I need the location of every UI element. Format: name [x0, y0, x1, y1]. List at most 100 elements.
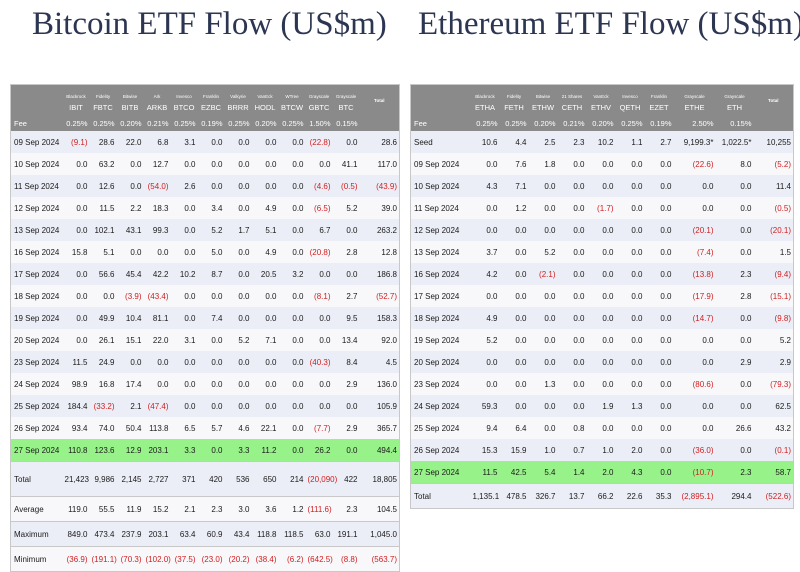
flow-cell: 0.0 — [499, 373, 529, 395]
table-row: 23 Sep 2024 11.5 24.9 0.0 0.0 0.0 0.0 0.0 0.0 0.0… — [10, 351, 400, 373]
flow-cell: 11.5 — [89, 197, 117, 219]
flow-cell: 0.7 — [557, 439, 587, 461]
ticker-header-row: IBIT FBTC BITB ARKB BTCO EZBC BRRR HODL BTCW GBTC… — [10, 99, 400, 115]
flow-cell: 0.0 — [715, 395, 754, 417]
flow-cell: 0.0 — [62, 197, 90, 219]
row-date: 25 Sep 2024 — [410, 417, 471, 439]
flow-cell: 0.0 — [557, 395, 587, 417]
ticker-name: BTCO — [170, 99, 198, 115]
flow-cell: 0.0 — [615, 175, 645, 197]
table-row: 09 Sep 2024 0.0 7.6 1.8 0.0 0.0 0.0 0.0 (22.6) 8.… — [410, 153, 794, 175]
flow-cell: 5.7 — [197, 417, 225, 439]
flow-cell: 7.4 — [197, 307, 225, 329]
flow-cell: 0.0 — [644, 461, 674, 484]
issuer-name: Grayscale — [715, 84, 754, 99]
row-date: 13 Sep 2024 — [10, 219, 63, 241]
summary-row: Total 1,135.1 478.5 326.7 13.7 66.2 22.6 35.3 (2… — [410, 483, 794, 509]
flow-cell: 9.4 — [470, 417, 500, 439]
flow-cell: 0.0 — [528, 417, 558, 439]
flow-cell: 45.4 — [116, 263, 144, 285]
flow-cell: 0.0 — [278, 241, 306, 263]
row-date: 10 Sep 2024 — [10, 153, 63, 175]
flow-cell: 0.0 — [197, 285, 225, 307]
flow-cell: 20.5 — [251, 263, 279, 285]
table-row: 27 Sep 2024 11.5 42.5 5.4 1.4 2.0 4.3 0.0 (10.7)… — [410, 461, 794, 484]
flow-cell: 0.0 — [557, 175, 587, 197]
flow-cell: 0.0 — [332, 395, 360, 417]
flow-cell: 4.4 — [499, 131, 529, 153]
ticker-name: FBTC — [89, 99, 117, 115]
flow-cell: 0.0 — [251, 153, 279, 175]
row-total: 58.7 — [753, 461, 794, 484]
summary-value: 63.4 — [170, 521, 198, 547]
flow-cell: 184.4 — [62, 395, 90, 417]
fee-value: 0.19% — [644, 115, 674, 131]
summary-value: 22.6 — [615, 483, 645, 509]
fee-value: 0.19% — [197, 115, 225, 131]
flow-cell: 0.0 — [197, 175, 225, 197]
flow-cell: 0.0 — [644, 329, 674, 351]
summary-value: 2.3 — [197, 496, 225, 522]
flow-cell: 0.0 — [673, 395, 716, 417]
summary-value: 2,727 — [143, 461, 171, 497]
issuer-name: VanEck — [586, 84, 616, 99]
flow-cell: 0.0 — [644, 439, 674, 461]
summary-value: (563.7) — [359, 546, 400, 572]
flow-cell: 0.0 — [557, 219, 587, 241]
flow-cell: 0.0 — [586, 219, 616, 241]
flow-cell: 0.0 — [278, 395, 306, 417]
flow-cell: 0.0 — [197, 131, 225, 153]
summary-value: 18,805 — [359, 461, 400, 497]
table-row: 17 Sep 2024 0.0 0.0 0.0 0.0 0.0 0.0 0.0 (17.9) 2.… — [410, 285, 794, 307]
issuer-name: Franklin — [644, 84, 674, 99]
flow-cell: 0.0 — [170, 373, 198, 395]
flow-cell: 0.0 — [170, 351, 198, 373]
flow-cell: 2.5 — [528, 131, 558, 153]
table-row: 16 Sep 2024 15.8 5.1 0.0 0.0 0.0 5.0 0.0 4.9 0.0(… — [10, 241, 400, 263]
flow-cell: 113.8 — [143, 417, 171, 439]
flow-cell: 0.0 — [644, 395, 674, 417]
flow-cell: 43.1 — [116, 219, 144, 241]
flow-cell: 99.3 — [143, 219, 171, 241]
flow-cell: 12.7 — [143, 153, 171, 175]
flow-cell: 0.0 — [62, 329, 90, 351]
flow-cell: 10.6 — [470, 131, 500, 153]
fee-label: Fee — [410, 115, 471, 131]
flow-cell: 0.0 — [673, 417, 716, 439]
flow-cell: 8.7 — [197, 263, 225, 285]
row-date: 27 Sep 2024 — [10, 439, 63, 462]
flow-cell: 22.0 — [116, 131, 144, 153]
row-total: 186.8 — [359, 263, 400, 285]
flow-cell: 0.0 — [615, 219, 645, 241]
summary-value: 3.6 — [251, 496, 279, 522]
flow-cell: 0.0 — [224, 153, 252, 175]
table-row: 12 Sep 2024 0.0 11.5 2.2 18.3 0.0 3.4 0.0 4.9 0.0… — [10, 197, 400, 219]
issuer-name: Fidelity — [499, 84, 529, 99]
row-total: (9.4) — [753, 263, 794, 285]
flow-cell: 9.5 — [332, 307, 360, 329]
table-row: 16 Sep 2024 4.2 0.0 (2.1) 0.0 0.0 0.0 0.0 (13.8)… — [410, 263, 794, 285]
flow-cell: 42.2 — [143, 263, 171, 285]
flow-cell: 2.0 — [586, 461, 616, 484]
flow-cell: (1.7) — [586, 197, 616, 219]
ticker-name: BRRR — [224, 99, 252, 115]
flow-cell: 0.0 — [224, 373, 252, 395]
flow-cell: 1.0 — [528, 439, 558, 461]
row-date: 26 Sep 2024 — [10, 417, 63, 439]
flow-cell: 123.6 — [89, 439, 117, 462]
flow-cell: (80.6) — [673, 373, 716, 395]
flow-cell: 0.0 — [197, 373, 225, 395]
ticker-name: BITB — [116, 99, 144, 115]
summary-value: (2,895.1) — [673, 483, 716, 509]
row-total: 12.8 — [359, 241, 400, 263]
flow-cell: (33.2) — [89, 395, 117, 417]
row-total: 494.4 — [359, 439, 400, 462]
flow-cell: 0.0 — [224, 197, 252, 219]
eth-flow-table: Blackrock Fidelity Bitwise 21 Shares VanEck I… — [410, 84, 794, 509]
total-header: Total — [359, 84, 400, 115]
flow-cell: (7.7) — [305, 417, 333, 439]
flow-cell: 0.0 — [170, 307, 198, 329]
flow-cell: 0.0 — [224, 263, 252, 285]
flow-cell: 1.3 — [528, 373, 558, 395]
fee-value: 0.25% — [89, 115, 117, 131]
